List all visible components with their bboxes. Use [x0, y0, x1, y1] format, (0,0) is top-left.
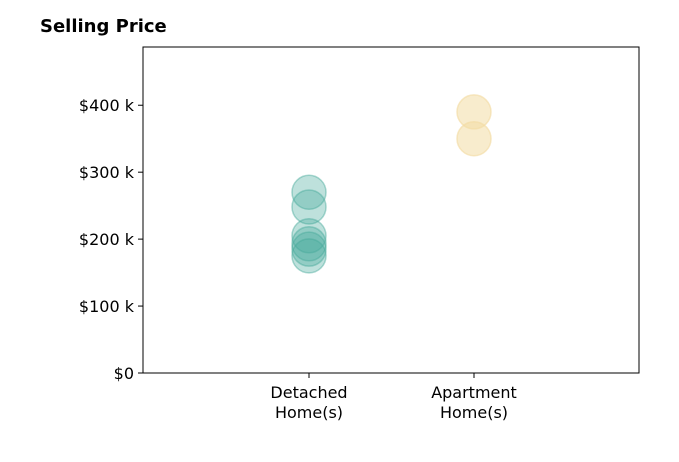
y-tick-label: $300 k — [79, 163, 135, 182]
data-point — [456, 120, 492, 157]
data-point — [291, 226, 327, 262]
y-tick-label: $200 k — [79, 230, 135, 249]
data-point — [291, 231, 327, 267]
data-points — [291, 94, 492, 274]
x-tick-label: Detached — [270, 383, 347, 402]
chart-title: Selling Price — [40, 16, 167, 37]
x-tick-label: Home(s) — [275, 403, 343, 422]
y-tick-label: $100 k — [79, 297, 135, 316]
data-point — [291, 238, 327, 274]
data-point — [291, 218, 327, 254]
y-axis: $0 $100 k $200 k $300 k $400 k — [79, 96, 143, 383]
plot-area-frame — [142, 46, 640, 374]
data-point — [291, 174, 327, 211]
x-tick-label: Apartment — [431, 383, 517, 402]
y-tick-label: $400 k — [79, 96, 135, 115]
y-tick-label: $0 — [114, 364, 134, 383]
x-tick-label: Home(s) — [440, 403, 508, 422]
data-point — [291, 189, 327, 225]
